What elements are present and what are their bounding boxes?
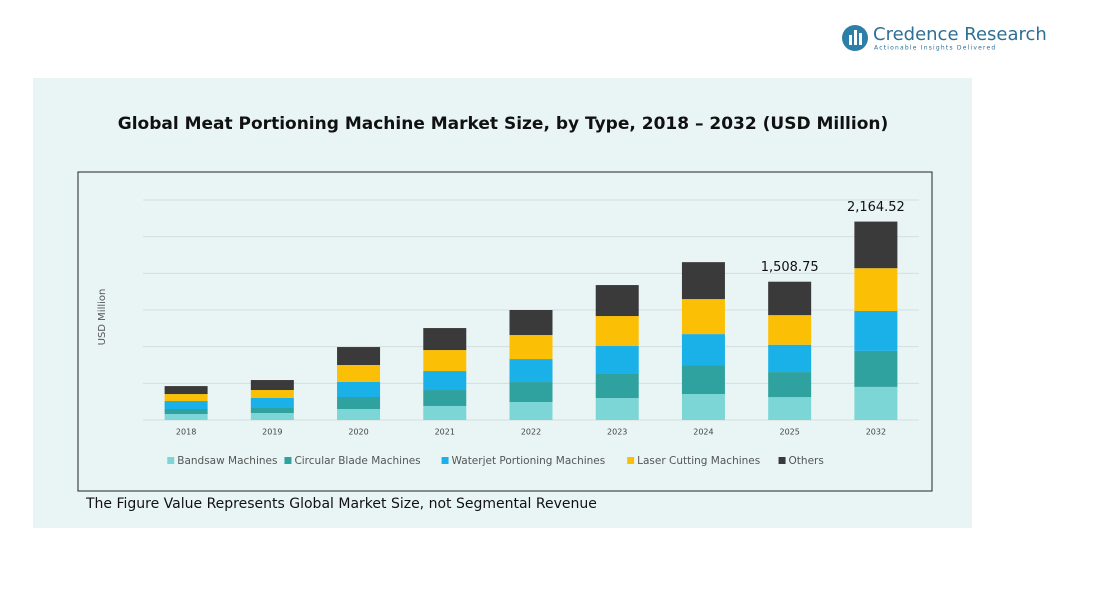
bar-segment — [509, 382, 553, 403]
panel — [33, 78, 972, 528]
legend-label: Bandsaw Machines — [177, 455, 277, 467]
x-tick-label: 2023 — [607, 428, 627, 437]
legend-label: Laser Cutting Machines — [637, 455, 760, 467]
bar-segment — [337, 347, 381, 365]
total-label: 1,508.75 — [761, 260, 819, 275]
bar-segment — [423, 390, 467, 406]
bar-segment — [250, 407, 294, 414]
bar-segment — [423, 371, 467, 391]
bar-segment — [681, 394, 725, 420]
legend-swatch — [167, 457, 175, 464]
bar-segment — [250, 380, 294, 391]
bar-segment — [768, 397, 812, 420]
plot-frame — [77, 171, 933, 492]
legend-label: Circular Blade Machines — [294, 455, 420, 467]
x-tick-label: 2020 — [348, 428, 368, 437]
bar-segment — [164, 394, 208, 402]
bar-segment — [595, 398, 639, 420]
bar-segment — [768, 344, 812, 373]
bar-segment — [337, 409, 381, 420]
bar-segment — [854, 268, 898, 312]
bar-segment — [337, 396, 381, 409]
bar-segment — [595, 346, 639, 374]
bar-segment — [595, 285, 639, 317]
legend-swatch — [627, 457, 635, 464]
bar-segment — [854, 350, 898, 387]
bar-segment — [337, 365, 381, 382]
bar-segment — [509, 310, 553, 336]
bar-segment — [250, 390, 294, 398]
bar-segment — [768, 315, 812, 345]
bar-segment — [509, 335, 553, 360]
bar-segment — [509, 402, 553, 420]
bar-segment — [681, 262, 725, 300]
logo — [842, 25, 868, 51]
legend-label: Waterjet Portioning Machines — [452, 455, 606, 467]
bar-segment — [595, 373, 639, 398]
bar-segment — [854, 221, 898, 269]
bar-segment — [423, 328, 467, 351]
chart-title: Global Meat Portioning Machine Market Si… — [118, 114, 889, 134]
bar-segment — [423, 350, 467, 372]
x-tick-label: 2025 — [779, 428, 799, 437]
bar-segment — [854, 386, 898, 420]
total-label: 2,164.52 — [847, 200, 905, 215]
brand-tagline: Actionable Insights Delivered — [874, 45, 996, 52]
bar-segment — [768, 281, 812, 316]
y-axis-label: USD Million — [97, 289, 108, 346]
bar-segment — [423, 405, 467, 420]
bar-segment — [250, 398, 294, 408]
legend-swatch — [778, 457, 786, 464]
bar-segment — [768, 372, 812, 398]
x-tick-label: 2021 — [435, 428, 455, 437]
legend-swatch — [441, 457, 449, 464]
bar-segment — [164, 414, 208, 420]
x-tick-label: 2024 — [693, 428, 713, 437]
bar-segment — [681, 365, 725, 395]
x-tick-label: 2022 — [521, 428, 541, 437]
x-tick-label: 2018 — [176, 428, 196, 437]
bar-segment — [337, 381, 381, 397]
bar-segment — [164, 409, 208, 415]
x-tick-label: 2019 — [262, 428, 282, 437]
bar-segment — [854, 311, 898, 351]
logo-icon-bar — [859, 33, 862, 45]
bar-segment — [681, 299, 725, 335]
bar-segment — [250, 413, 294, 420]
brand-name: Credence Research — [873, 24, 1047, 45]
logo-icon-bar — [849, 35, 852, 45]
bar-segment — [509, 359, 553, 383]
bar-segment — [681, 334, 725, 366]
footnote: The Figure Value Represents Global Marke… — [85, 496, 597, 512]
x-tick-label: 2032 — [866, 428, 886, 437]
logo-icon-bar — [854, 30, 857, 45]
legend-swatch — [284, 457, 292, 464]
bar-segment — [595, 316, 639, 347]
bar-segment — [164, 386, 208, 395]
legend-label: Others — [789, 455, 824, 467]
bar-segment — [164, 401, 208, 409]
